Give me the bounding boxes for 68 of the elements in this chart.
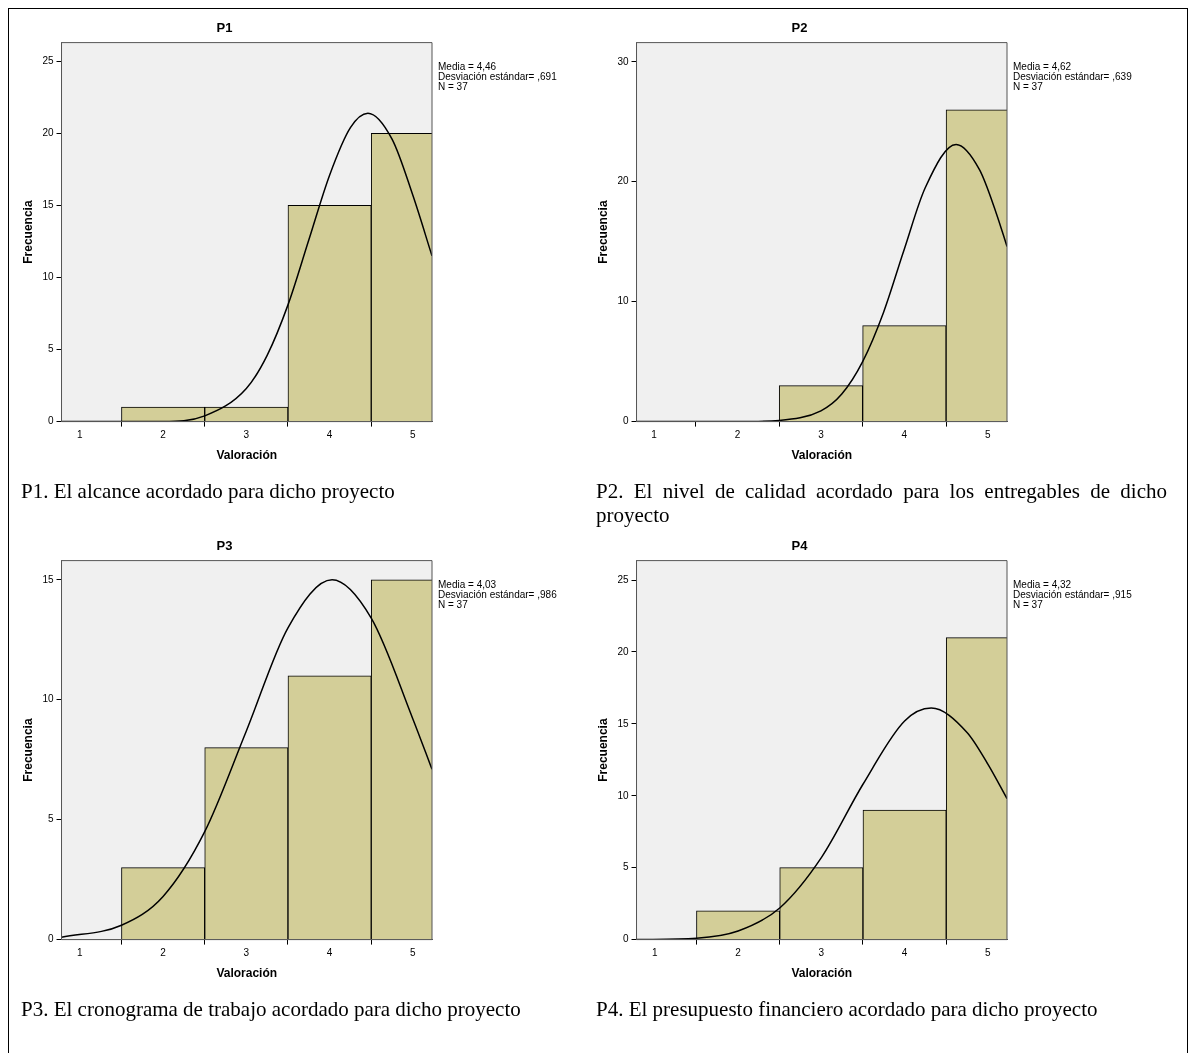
y-tick-label: 5 <box>47 813 54 825</box>
x-axis-title: Valoración <box>791 966 853 981</box>
y-tick-label: 10 <box>617 789 629 801</box>
x-tick-label: 1 <box>652 947 659 959</box>
text: Desviación estándar= ,986 <box>438 589 558 601</box>
text: N = 37 <box>438 81 469 93</box>
chart-title: P2 <box>791 20 808 36</box>
y-tick-label: 25 <box>42 55 54 67</box>
y-tick-label: 20 <box>42 127 54 139</box>
x-axis-title: Valoración <box>216 448 278 463</box>
text: P4. El presupuesto financiero acordado para dicho proyecto <box>595 997 1099 1023</box>
x-tick-label: 5 <box>985 947 992 959</box>
x-tick-label: 2 <box>735 947 742 959</box>
text: Media = 4,03 <box>438 579 497 591</box>
x-tick-label: 3 <box>818 947 825 959</box>
x-tick-label: 4 <box>901 947 908 959</box>
x-tick-label: 3 <box>243 429 250 441</box>
y-tick-label: 10 <box>617 295 629 307</box>
x-tick-label: 2 <box>160 429 167 441</box>
y-tick-label: 5 <box>47 343 54 355</box>
x-tick-label: 5 <box>410 429 417 441</box>
text: P2. El nivel de calidad acordado para los entregables de dicho proyecto <box>595 479 1167 527</box>
y-axis-title: Frecuencia <box>20 718 35 782</box>
y-tick-label: 5 <box>622 861 629 873</box>
y-tick-label: 25 <box>617 573 629 585</box>
text: Media = 4,46 <box>438 61 497 73</box>
y-tick-label: 0 <box>47 933 54 945</box>
x-tick-label: 2 <box>160 947 167 959</box>
chart-title: P1 <box>216 20 233 36</box>
y-tick-label: 10 <box>42 693 54 705</box>
text: Desviación estándar= ,691 <box>438 71 558 83</box>
x-tick-label: 4 <box>326 429 333 441</box>
y-tick-label: 15 <box>617 717 629 729</box>
y-tick-label: 20 <box>617 645 629 657</box>
x-tick-label: 3 <box>243 947 250 959</box>
x-tick-label: 2 <box>734 429 741 441</box>
x-tick-label: 1 <box>77 947 84 959</box>
text: N = 37 <box>1013 81 1044 93</box>
y-tick-label: 20 <box>617 175 629 187</box>
text: Media = 4,62 <box>1013 61 1072 73</box>
y-tick-label: 0 <box>47 415 54 427</box>
y-tick-label: 30 <box>617 55 629 67</box>
text: N = 37 <box>438 599 469 611</box>
text: P1. El alcance acordado para dicho proyecto <box>20 479 396 505</box>
text: Media = 4,32 <box>1013 579 1072 591</box>
y-tick-label: 15 <box>42 573 54 585</box>
x-tick-label: 5 <box>985 429 992 441</box>
text: Desviación estándar= ,915 <box>1013 589 1133 601</box>
chart-title: P3 <box>216 538 233 554</box>
x-axis-title: Valoración <box>216 966 278 981</box>
x-tick-label: 4 <box>326 947 333 959</box>
x-tick-label: 5 <box>410 947 417 959</box>
x-tick-label: 1 <box>651 429 658 441</box>
y-tick-label: 10 <box>42 271 54 283</box>
text: P3. El cronograma de trabajo acordado para dicho proyecto <box>20 997 522 1023</box>
x-tick-label: 3 <box>818 429 825 441</box>
x-tick-label: 1 <box>77 429 84 441</box>
x-tick-label: 4 <box>901 429 908 441</box>
text: Desviación estándar= ,639 <box>1013 71 1133 83</box>
y-tick-label: 15 <box>42 199 54 211</box>
y-tick-label: 0 <box>622 415 629 427</box>
y-axis-title: Frecuencia <box>595 200 610 264</box>
y-axis-title: Frecuencia <box>20 200 35 264</box>
y-axis-title: Frecuencia <box>595 718 610 782</box>
chart-title: P4 <box>791 538 809 554</box>
text: N = 37 <box>1013 599 1044 611</box>
x-axis-title: Valoración <box>791 448 853 463</box>
y-tick-label: 0 <box>622 933 629 945</box>
